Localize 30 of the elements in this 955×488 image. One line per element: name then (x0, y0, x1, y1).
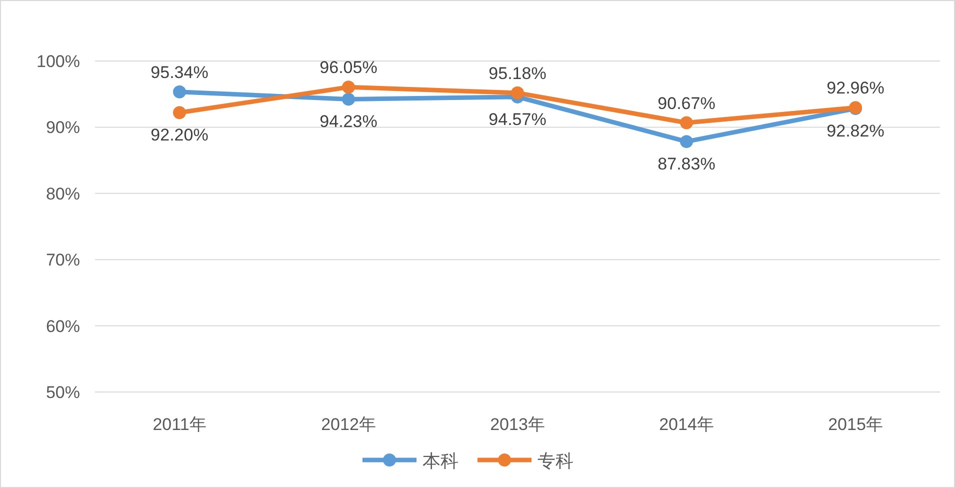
point (173, 106, 186, 120)
x-tick-label: 2012年 (321, 415, 376, 434)
data-label: 96.05% (320, 58, 378, 78)
y-tick-label: 80% (46, 184, 80, 204)
y-tick-label: 70% (46, 250, 80, 270)
data-label: 92.96% (826, 78, 884, 98)
point (680, 135, 693, 148)
data-label: 90.67% (658, 94, 716, 113)
data-label: 92.82% (826, 122, 884, 141)
data-label: 87.83% (658, 154, 716, 174)
point (173, 85, 186, 98)
data-label: 94.57% (488, 110, 546, 129)
x-tick-label: 2013年 (490, 415, 545, 434)
y-tick-label: 60% (46, 316, 80, 336)
data-label: 94.23% (320, 112, 378, 132)
y-tick-label: 100% (36, 52, 80, 71)
y-tick-label: 90% (46, 118, 80, 138)
point (342, 80, 355, 94)
y-tick-label: 50% (46, 383, 80, 402)
x-tick-label: 2011年 (152, 415, 206, 434)
point (342, 92, 355, 106)
data-label: 95.18% (488, 64, 546, 83)
x-tick-label: 2014年 (659, 415, 714, 434)
data-label: 92.20% (150, 126, 208, 145)
legend-label: 本科 (422, 451, 458, 471)
x-tick-label: 2015年 (828, 415, 883, 434)
point (680, 116, 693, 130)
point (511, 86, 524, 100)
legend-label: 专科 (538, 451, 574, 471)
data-label: 95.34% (150, 62, 208, 82)
